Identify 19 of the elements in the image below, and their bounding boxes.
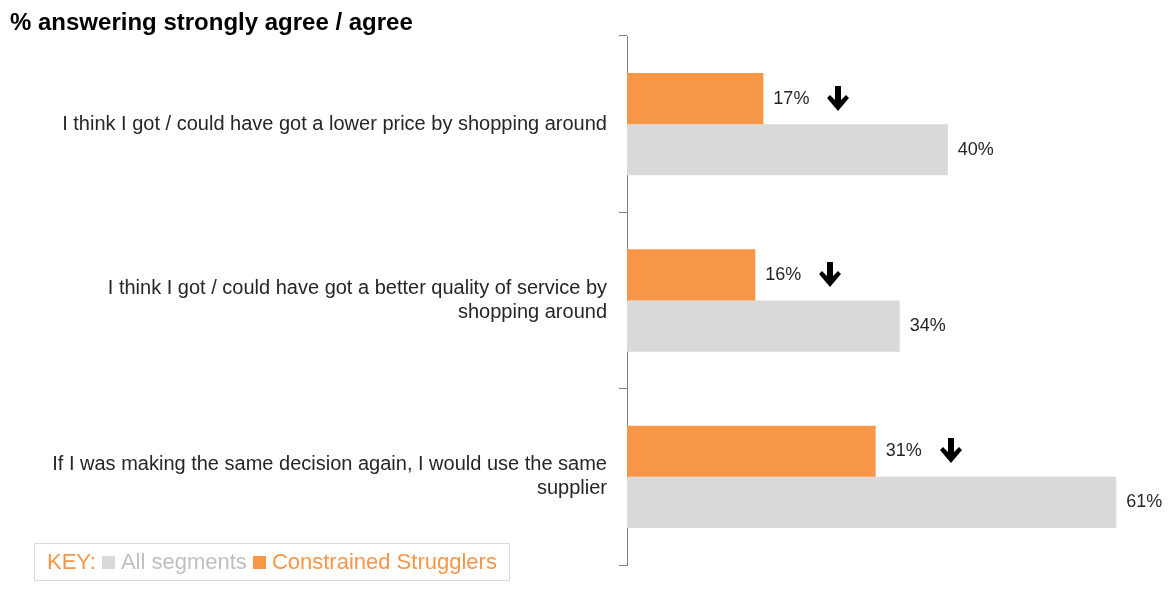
- data-label: 16%: [765, 263, 802, 284]
- bar: [627, 249, 756, 301]
- data-label: 34%: [909, 315, 946, 336]
- bar: [627, 476, 1117, 528]
- data-label: 40%: [957, 138, 994, 159]
- bar: [627, 124, 948, 176]
- legend-label: All segments: [120, 549, 247, 575]
- data-label: 17%: [773, 87, 810, 108]
- legend-label: Constrained Strugglers: [271, 549, 497, 575]
- bar: [627, 73, 764, 125]
- y-tick-label: I think I got / could have got a lower price by shopping around: [62, 111, 607, 134]
- data-label: 61%: [1126, 491, 1163, 512]
- y-tick-label: If I was making the same decision again, I would use the same supplier: [52, 452, 608, 499]
- legend-title: KEY:: [47, 549, 96, 575]
- y-tick-label: I think I got / could have got a better quality of service by shopping around: [107, 276, 607, 323]
- bar: [627, 425, 876, 477]
- bar: [627, 300, 900, 352]
- data-label: 31%: [885, 440, 922, 461]
- text: % answering strongly agree / agree: [10, 8, 413, 36]
